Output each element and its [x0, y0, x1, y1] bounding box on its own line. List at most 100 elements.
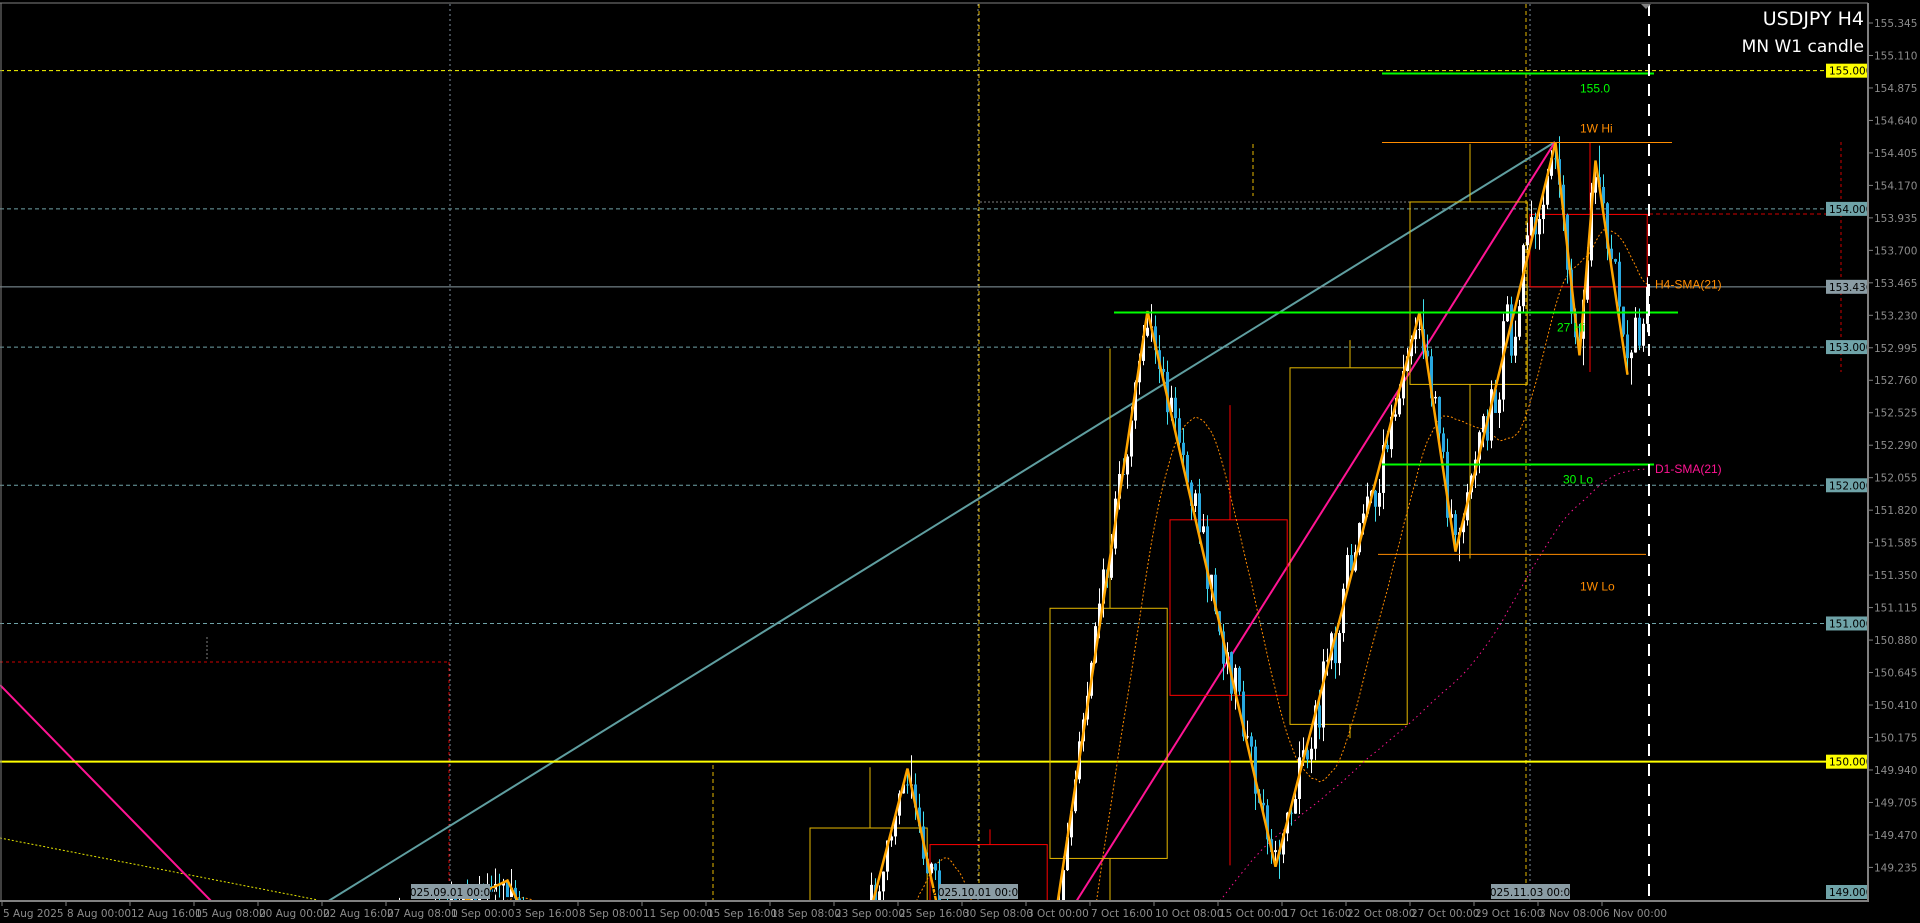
candle [882, 871, 885, 900]
x-tick-label: 22 Aug 16:00 [323, 908, 394, 920]
candle-body [1578, 337, 1581, 339]
candle-body [1362, 513, 1365, 524]
candle-body [1586, 260, 1589, 300]
y-tick-label: 151.350 [1874, 570, 1917, 582]
candle-body [1590, 192, 1593, 261]
candle-body [1542, 204, 1545, 220]
y-tick-label: 154.170 [1874, 180, 1917, 192]
price-level-badge [1826, 885, 1867, 899]
candle-body [1178, 418, 1181, 443]
y-tick-label: 153.935 [1874, 213, 1917, 225]
candle [1310, 737, 1313, 774]
candle-body [1366, 496, 1369, 514]
x-tick-label: 27 Oct 00:00 [1411, 908, 1479, 920]
x-tick-label: 5 Aug 2025 [3, 908, 64, 920]
period-separator-badge [1491, 884, 1570, 899]
trendline-pink[interactable] [1074, 141, 1556, 905]
y-tick-label: 154.875 [1874, 83, 1917, 95]
candle-body [398, 905, 401, 906]
candle [1346, 547, 1349, 590]
x-tick-label: 15 Sep 16:00 [707, 908, 777, 920]
candle [1450, 499, 1453, 520]
candle-body [898, 793, 901, 816]
candle-body [878, 891, 881, 900]
candle-body [406, 905, 409, 906]
candle-body [1194, 493, 1197, 506]
candle [1446, 438, 1449, 527]
candle-body [1098, 603, 1101, 627]
candle [402, 905, 405, 906]
candle-body [1242, 691, 1245, 737]
x-tick-label: 11 Sep 00:00 [643, 908, 713, 920]
candle [1518, 299, 1521, 341]
candle [1350, 544, 1353, 572]
candle-body [1318, 705, 1321, 728]
x-tick-label: 3 Nov 08:00 [1539, 908, 1603, 920]
candle-body [514, 887, 517, 899]
candle [534, 905, 537, 906]
x-tick-label: 8 Sep 08:00 [579, 908, 642, 920]
candle-body [1210, 574, 1213, 589]
y-tick-label: 150.645 [1874, 668, 1917, 680]
weekly-candle-body [1169, 519, 1288, 696]
candle-body [1250, 736, 1253, 747]
candle-body [1074, 779, 1077, 812]
candle-body [906, 784, 909, 786]
candle-body [1482, 416, 1485, 433]
candle [1646, 277, 1649, 333]
candle [1526, 222, 1529, 250]
x-tick-label: 18 Sep 08:00 [771, 908, 841, 920]
candle [426, 903, 429, 906]
candle-body [1546, 175, 1549, 205]
candle-body [1530, 216, 1533, 236]
candle-body [1630, 352, 1633, 359]
plot-area[interactable]: H4-SMA(21) D1-SMA(21) 155.0 1W Hi 27 Hi 30 Lo… [0, 4, 1873, 906]
period-separator-label: 2025.11.03 00:00 [1483, 887, 1577, 899]
candle-body [1594, 177, 1597, 193]
y-tick-label: 152.290 [1874, 440, 1917, 452]
candle [1378, 479, 1381, 516]
x-tick-label: 30 Sep 08:00 [963, 908, 1033, 920]
price-level-badge-text: 154.000 [1829, 204, 1872, 216]
x-tick-label: 17 Oct 16:00 [1283, 908, 1351, 920]
weekly-candle [1409, 143, 1528, 559]
x-tick-label: 20 Aug 00:00 [259, 908, 330, 920]
candle-body [882, 871, 885, 892]
price-levels [0, 4, 1868, 900]
candle-body [1614, 258, 1617, 262]
candle-body [1118, 474, 1121, 499]
candle-body [1346, 555, 1349, 589]
price-axis[interactable]: 155.345 155.110 154.875 154.640 154.405 154.1… [1868, 18, 1917, 874]
y-tick-label: 149.705 [1874, 797, 1917, 809]
x-tick-label: 10 Oct 08:00 [1155, 908, 1223, 920]
chart-shift-marker-icon[interactable] [1641, 4, 1651, 9]
candle-body [1326, 660, 1329, 662]
y-tick-label: 150.880 [1874, 635, 1917, 647]
candle [1490, 380, 1493, 449]
candle-body [1274, 850, 1277, 853]
candle [1054, 905, 1057, 906]
candle-body [442, 905, 445, 906]
candle [1618, 252, 1621, 317]
candle-body [1450, 514, 1453, 518]
candle-body [1510, 304, 1513, 356]
candle-body [1642, 323, 1645, 346]
zigzag-line [1056, 142, 1629, 900]
price-level-badge-text: 155.000 [1829, 66, 1872, 78]
trendline-cyan[interactable] [322, 141, 1556, 905]
candle-body [1438, 396, 1441, 434]
candle-body [894, 815, 897, 837]
candle-body [870, 884, 873, 900]
candle [1630, 349, 1633, 385]
candle-body [1442, 433, 1445, 452]
candle-body [1562, 184, 1565, 215]
candle [1238, 666, 1241, 696]
candle-body [1434, 396, 1437, 399]
candle [878, 885, 881, 900]
price-level-badge-text: 153.436 [1829, 282, 1873, 294]
y-tick-label: 155.110 [1874, 50, 1917, 62]
annotation-label: 155.0 [1580, 81, 1610, 95]
candle [1442, 427, 1445, 459]
